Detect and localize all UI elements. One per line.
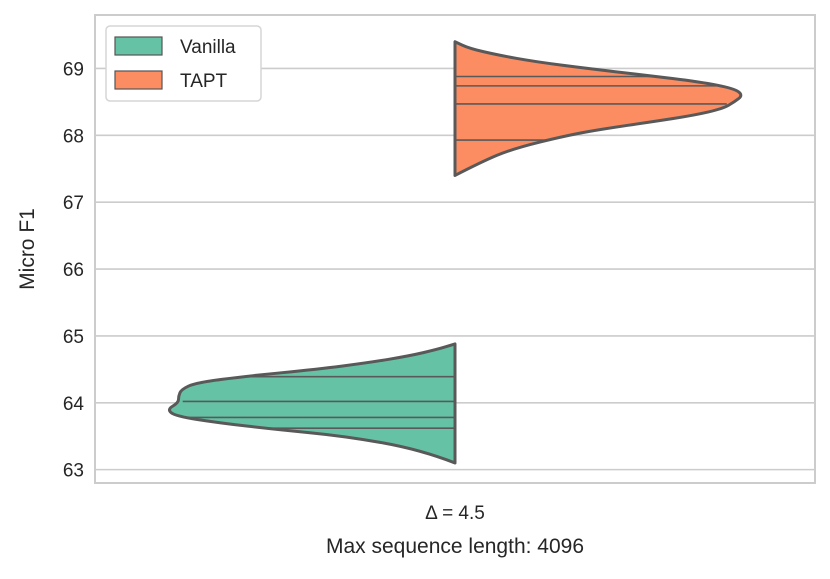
x-axis-label: Max sequence length: 4096 [326,535,584,558]
y-tick-label: 66 [63,260,84,281]
legend-label-tapt: TAPT [180,71,228,92]
violin-vanilla [167,342,457,465]
y-tick-label: 67 [63,193,84,214]
legend-label-vanilla: Vanilla [180,37,236,58]
legend-swatch-vanilla [114,36,163,56]
violin-tapt [453,40,743,177]
y-tick-labels: 63 64 65 66 67 68 69 [63,59,85,481]
legend-swatch-tapt [114,70,163,90]
y-tick-label: 63 [63,461,84,482]
y-axis-label: Micro F1 [16,208,39,290]
y-tick-label: 65 [63,327,84,348]
y-tick-label: 64 [63,394,85,415]
legend: Vanilla TAPT [105,25,262,102]
y-tick-label: 69 [63,59,84,80]
x-tick-label: Δ = 4.5 [425,503,485,524]
y-tick-label: 68 [63,126,84,147]
violins [167,40,743,465]
